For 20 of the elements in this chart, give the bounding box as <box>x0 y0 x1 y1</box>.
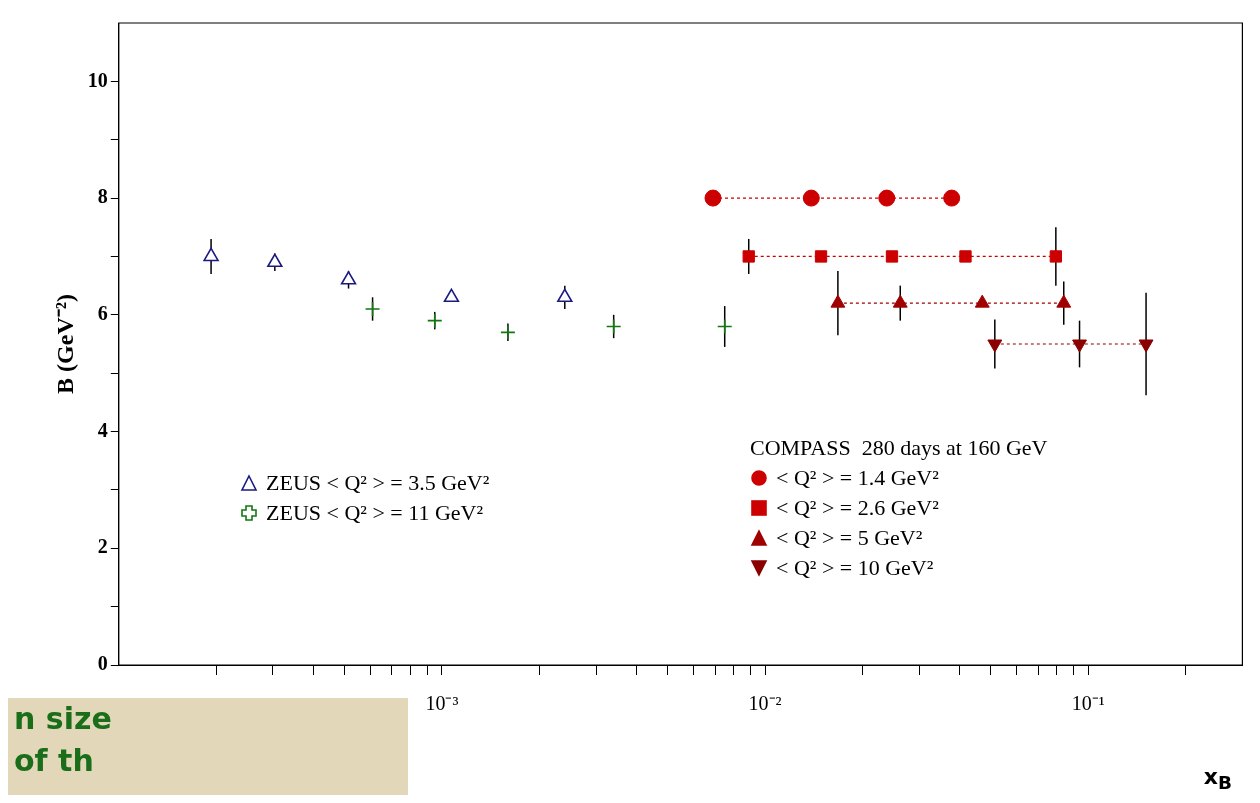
y-tick-label: 4 <box>97 418 108 441</box>
text: n size <box>14 700 113 738</box>
x-tick-label: 10⁻³ <box>425 692 459 715</box>
legend-label: < Q² > = 5 GeV² <box>776 525 923 550</box>
legend-label: < Q² > = 2.6 GeV² <box>776 495 939 520</box>
y-tick-label: 0 <box>97 652 108 675</box>
text: of th <box>14 742 95 780</box>
y-tick-label: 6 <box>97 301 108 324</box>
y-tick-label: 8 <box>97 185 108 208</box>
x-tick-label: 10⁻¹ <box>1071 692 1105 715</box>
legend-label: < Q² > = 10 GeV² <box>776 555 934 580</box>
legend-title: COMPASS 280 days at 160 GeV <box>750 434 1048 462</box>
legend-label: ZEUS < Q² > = 11 GeV² <box>266 500 484 525</box>
legend-label: ZEUS < Q² > = 3.5 GeV² <box>266 470 490 495</box>
y-tick-label: 2 <box>97 535 108 558</box>
x-axis-title: x$_{B}$ <box>1203 763 1232 793</box>
x-tick-label: 10⁻² <box>748 692 782 715</box>
y-axis-title: B (GeV⁻²) <box>51 294 78 394</box>
y-tick-label: 10 <box>87 68 108 91</box>
legend-label: < Q² > = 1.4 GeV² <box>776 465 939 490</box>
